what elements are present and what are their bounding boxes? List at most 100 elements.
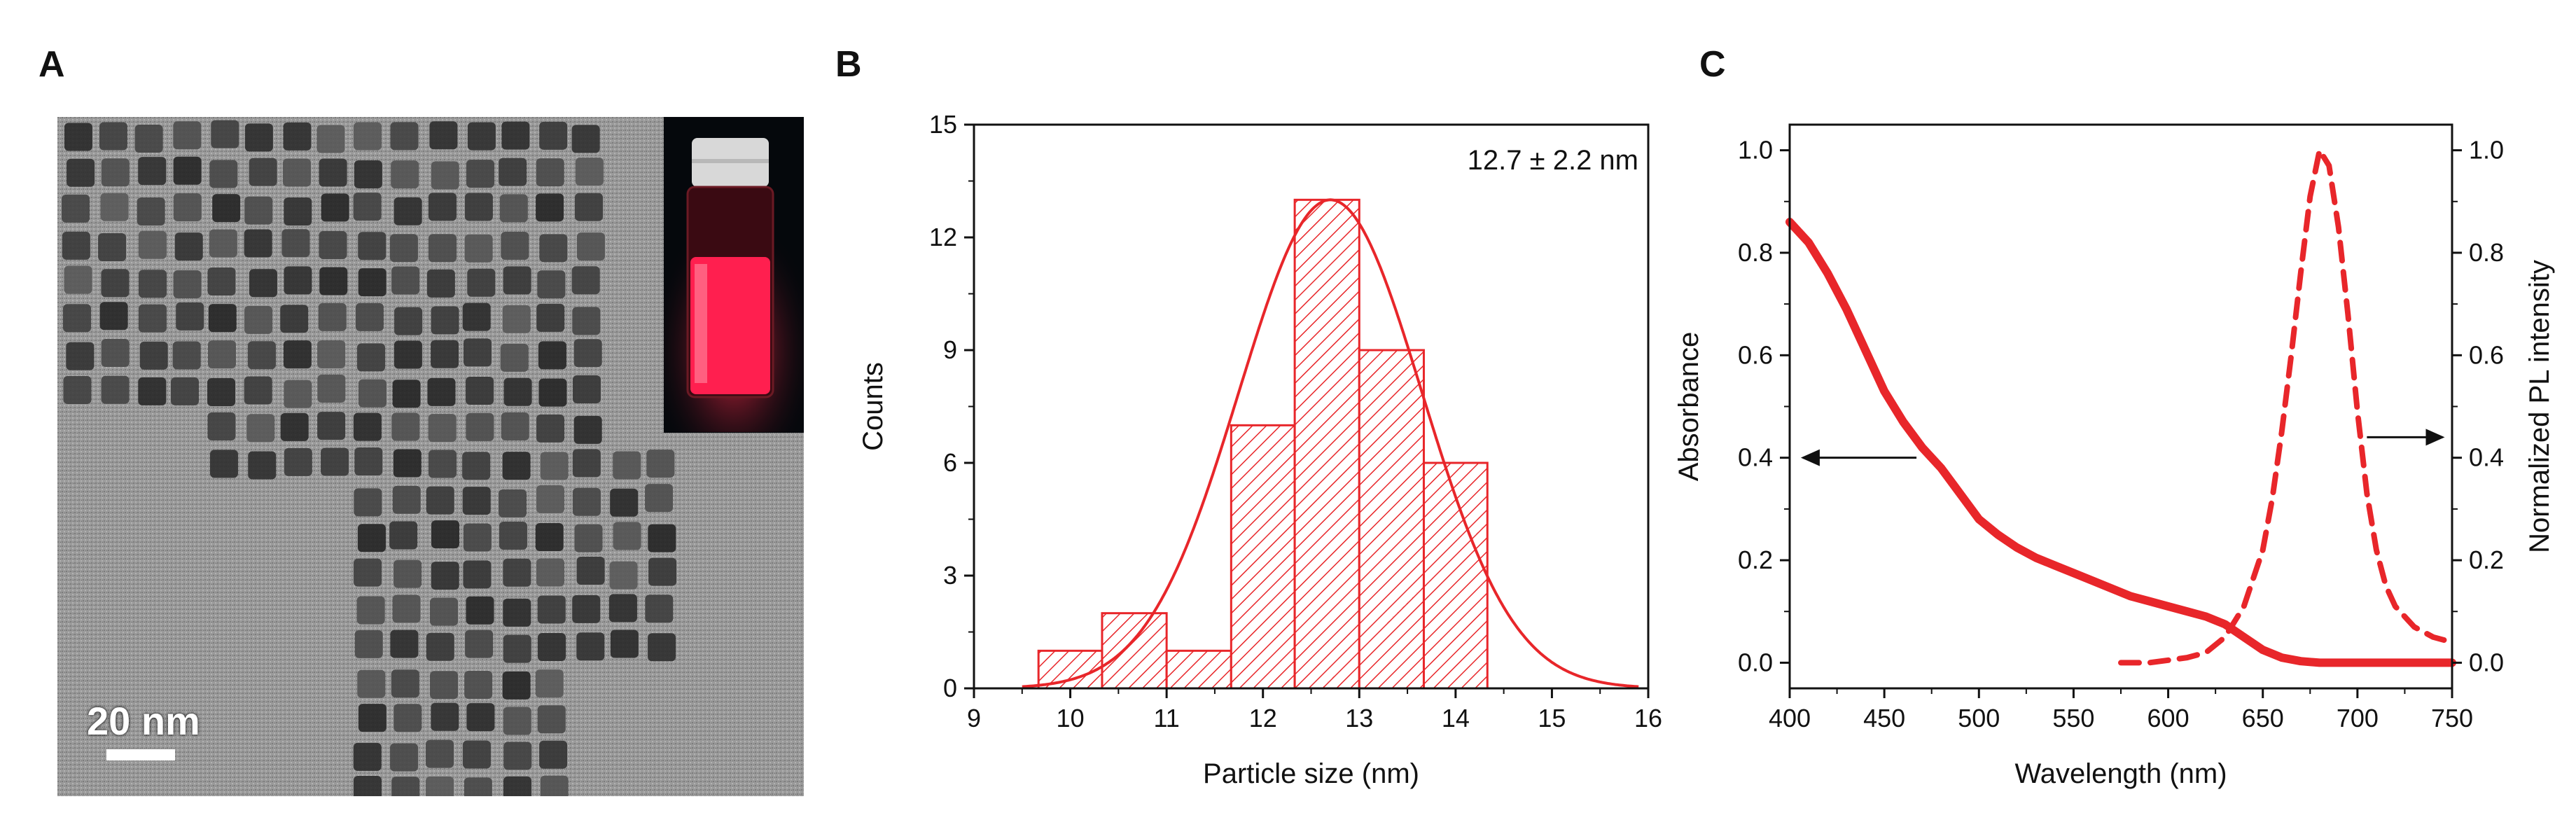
nanocube [394, 704, 422, 732]
nanocube [462, 487, 491, 515]
y2-tick-label: 0.0 [2469, 648, 2504, 676]
nanocube [537, 595, 566, 624]
nanocube [463, 523, 492, 552]
nanocube [353, 122, 382, 151]
nanocube [465, 630, 494, 658]
nanocube [431, 562, 459, 590]
nanocube [209, 450, 238, 478]
nanocube [503, 707, 531, 735]
nanocube [426, 486, 454, 515]
nanocube [62, 194, 90, 223]
nanocube [576, 632, 605, 661]
x-tick-label: 13 [1345, 704, 1373, 732]
panel-label-c: C [1699, 44, 1726, 85]
nanocube [502, 305, 531, 333]
nanocube [353, 775, 382, 796]
nanocube [499, 522, 527, 550]
nanocube [138, 304, 167, 333]
y2-tick-label: 0.4 [2469, 443, 2504, 472]
nanocube [572, 375, 601, 403]
gaussian-fit-line [1022, 198, 1639, 688]
nanocube [536, 414, 565, 443]
y-tick-label: 0.8 [1738, 238, 1773, 267]
nanocube [501, 231, 529, 260]
nanocube [390, 122, 419, 151]
nanocube [426, 776, 454, 796]
nanocube [207, 267, 236, 296]
nanocube [427, 377, 456, 406]
nanocube [394, 560, 422, 588]
nanocube [536, 158, 564, 187]
nanocube [431, 340, 459, 368]
nanocube [244, 196, 273, 225]
nanocube [354, 558, 382, 587]
nanocube [610, 630, 639, 658]
x-tick-label: 500 [1958, 704, 2000, 732]
nanocube [428, 234, 457, 263]
annotation-label: 12.7 ± 2.2 nm [1468, 145, 1638, 176]
nanocube [499, 158, 527, 186]
nanocube [462, 452, 491, 480]
x-tick-label: 750 [2431, 704, 2473, 732]
nanocube [501, 412, 529, 441]
nanocube [280, 412, 309, 441]
nanocube [321, 447, 349, 476]
nanocube [101, 269, 130, 298]
nanocube [317, 412, 346, 440]
nanocube [538, 378, 567, 407]
nanocube [429, 121, 458, 150]
nanocube [572, 307, 601, 335]
nanocube [430, 671, 459, 700]
nanocube [466, 596, 494, 625]
nanocube [137, 197, 165, 225]
nanocube [284, 197, 312, 225]
nanocube [282, 158, 311, 187]
nanocube [431, 702, 459, 731]
x-tick-label: 700 [2337, 704, 2379, 732]
y-tick-label: 0.2 [1738, 545, 1773, 574]
histogram-bar [1101, 612, 1168, 690]
x-axis-label: Wavelength (nm) [2014, 758, 2227, 789]
nanocube [426, 269, 455, 298]
nanocube [172, 341, 201, 370]
nanocube [64, 123, 92, 151]
nanocube [648, 633, 676, 662]
nanocube [249, 158, 277, 186]
nanocube [503, 377, 532, 406]
nanocube [574, 524, 603, 553]
nanocube [353, 742, 382, 771]
nanocube [609, 561, 638, 590]
nanocube [321, 193, 349, 222]
nanocube [353, 412, 382, 441]
nanocube [354, 630, 383, 658]
nanocube [648, 557, 677, 586]
nanocube [281, 229, 310, 258]
histogram-bar [1358, 349, 1425, 690]
nanocube [319, 231, 347, 260]
nanocube [67, 158, 95, 187]
y-tick-label: 0.4 [1738, 443, 1773, 472]
nanocube [610, 488, 639, 517]
nanocube [246, 414, 275, 443]
x-tick-label: 9 [967, 704, 981, 732]
nanocube [540, 775, 569, 796]
x-tick-label: 10 [1057, 704, 1085, 732]
nanocube [426, 739, 454, 768]
nanocube [101, 158, 130, 187]
histogram-bar [1422, 461, 1489, 690]
nanocube [571, 125, 600, 153]
nanocube [138, 377, 167, 405]
y-tick-label: 3 [943, 561, 957, 590]
nanocube [318, 303, 347, 331]
nanocube [428, 414, 457, 443]
nanocube [173, 270, 202, 299]
nanocube [535, 522, 564, 551]
scale-bar [106, 749, 175, 760]
nanocube [467, 268, 496, 297]
nanocube [358, 232, 387, 260]
nanocube [463, 560, 492, 589]
nanocube [536, 193, 564, 222]
nanocube [171, 377, 200, 405]
nanocube [138, 230, 167, 259]
nanocube [63, 304, 92, 333]
